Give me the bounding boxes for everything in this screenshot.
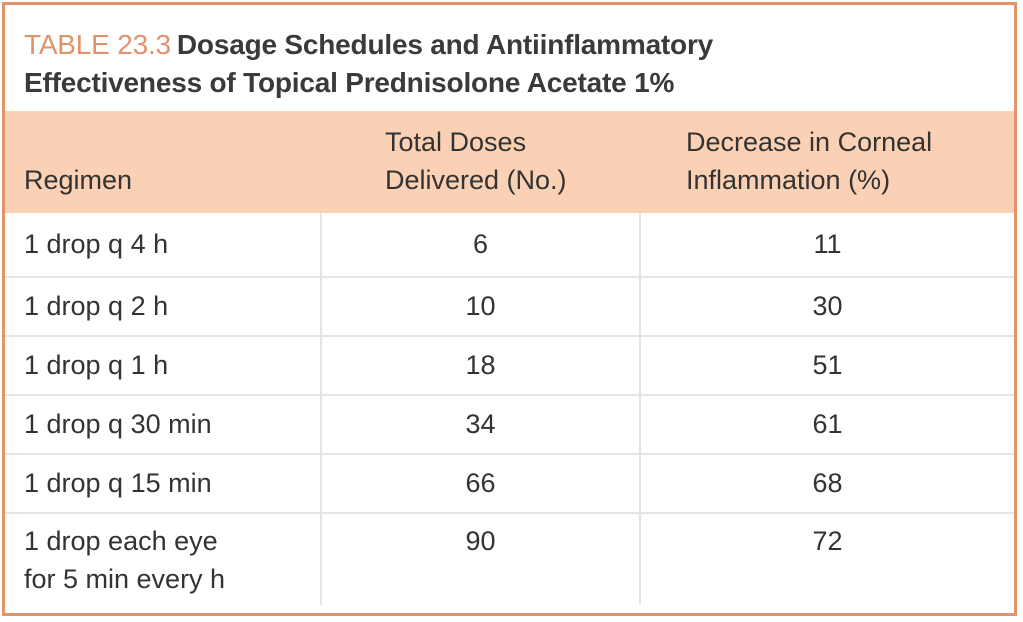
cell-total-doses: 10 [320,277,640,337]
cell-regimen: 1 drop q 1 h [5,336,321,396]
cell-regimen: 1 drop q 30 min [5,395,321,455]
cell-total-doses: 34 [320,395,640,455]
cell-decrease: 61 [639,395,1014,455]
table-row: 1 drop q 4 h 6 11 [5,213,1014,278]
table-row: 1 drop q 15 min 66 68 [5,454,1014,514]
dosage-table: Regimen Total Doses Delivered (No.) Decre… [5,111,1014,605]
table-caption: TABLE 23.3 Dosage Schedules and Antiinfla… [5,5,1014,111]
table-title-line-2: Effectiveness of Topical Prednisolone Ac… [24,67,675,98]
cell-regimen: 1 drop q 2 h [5,277,321,337]
table-frame: TABLE 23.3 Dosage Schedules and Antiinfla… [2,2,1017,616]
cell-decrease: 68 [639,454,1014,514]
cell-total-doses: 90 [320,513,640,605]
table-row: 1 drop q 1 h 18 51 [5,336,1014,396]
table-row: 1 drop each eye for 5 min every h 90 72 [5,513,1014,605]
cell-decrease: 30 [639,277,1014,337]
table-label: TABLE 23.3 [24,29,171,60]
cell-decrease: 51 [639,336,1014,396]
header-regimen: Regimen [24,165,133,195]
cell-regimen: 1 drop q 4 h [5,213,321,278]
table-title-line-1: Dosage Schedules and Antiinflammatory [176,29,714,60]
cell-regimen: 1 drop q 15 min [5,454,321,514]
cell-regimen: 1 drop each eye for 5 min every h [24,526,226,594]
cell-total-doses: 18 [320,336,640,396]
cell-decrease: 11 [639,213,1014,278]
table-header-row: Regimen Total Doses Delivered (No.) Decre… [5,111,1014,213]
cell-total-doses: 66 [320,454,640,514]
table-row: 1 drop q 30 min 34 61 [5,395,1014,455]
header-decrease-inflammation: Decrease in Corneal Inflammation (%) [686,127,933,195]
cell-decrease: 72 [639,513,1014,605]
table-row: 1 drop q 2 h 10 30 [5,277,1014,337]
cell-total-doses: 6 [320,213,640,278]
header-total-doses: Total Doses Delivered (No.) [385,127,567,195]
